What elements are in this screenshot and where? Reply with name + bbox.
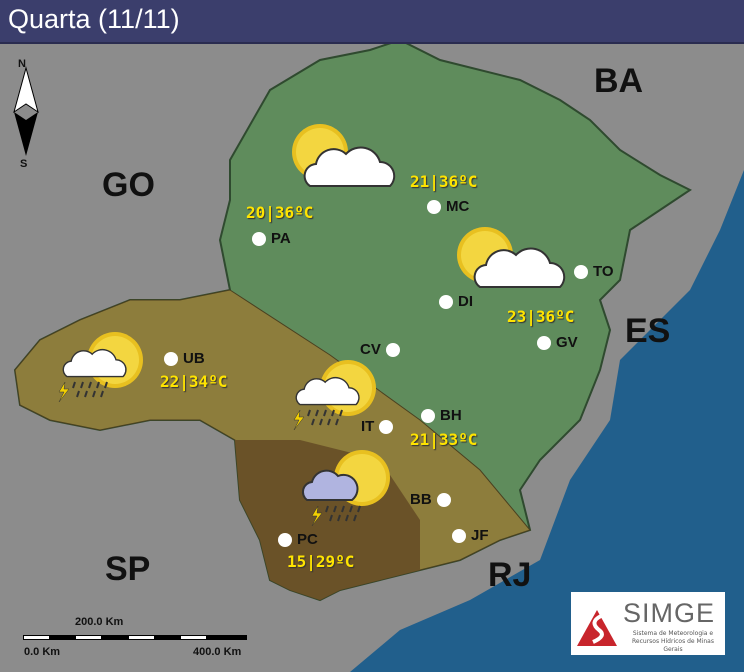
scale-bar — [23, 635, 247, 640]
city-it: IT — [361, 418, 394, 435]
city-marker — [421, 408, 435, 423]
city-jf: JF — [452, 527, 489, 544]
city-label: TO — [593, 263, 614, 280]
city-marker — [164, 351, 178, 366]
temp-sul: 15|29ºC — [287, 552, 355, 571]
city-label: PA — [271, 230, 291, 247]
temp-noroeste: 20|36ºC — [246, 203, 314, 222]
state-label-ba: BA — [594, 62, 644, 100]
simge-logo-icon — [577, 610, 617, 646]
city-mc: MC — [427, 198, 469, 215]
city-label: PC — [297, 531, 318, 548]
city-marker — [537, 335, 551, 350]
temp-norte: 21|36ºC — [410, 172, 478, 191]
compass-north-label: N — [18, 58, 26, 70]
city-marker — [452, 528, 466, 543]
compass-icon — [13, 66, 39, 156]
city-label: GV — [556, 334, 578, 351]
city-label: BB — [410, 491, 432, 508]
simge-logo: SIMGE Sistema de Meteorologia e Recursos… — [571, 592, 725, 655]
city-marker — [436, 492, 451, 507]
city-cv: CV — [360, 341, 400, 358]
state-label-sp: SP — [105, 550, 151, 588]
city-bh: BH — [421, 407, 462, 424]
page-title: Quarta (11/11) — [8, 4, 180, 34]
city-label: IT — [361, 418, 375, 435]
city-label: BH — [440, 407, 462, 424]
city-label: CV — [360, 341, 381, 358]
city-ub: UB — [164, 350, 205, 367]
state-label-rj: RJ — [488, 556, 532, 594]
state-label-go: GO — [102, 166, 155, 204]
state-label-es: ES — [625, 312, 671, 350]
temp-central: 21|33ºC — [410, 430, 478, 449]
city-di: DI — [439, 293, 473, 310]
city-marker — [574, 264, 588, 279]
sun-cloud-storm-icon — [301, 450, 390, 527]
city-bb: BB — [410, 491, 451, 508]
header-bar: Quarta (11/11) — [0, 0, 744, 44]
logo-name: SIMGE — [623, 598, 716, 628]
scale-mid-label: 200.0 Km — [75, 616, 124, 628]
city-marker — [439, 294, 453, 309]
scale-end-label: 400.0 Km — [193, 646, 242, 658]
ocean — [350, 170, 744, 672]
temp-leste: 23|36ºC — [507, 307, 575, 326]
temp-triangulo: 22|34ºC — [160, 372, 228, 391]
city-marker — [278, 532, 292, 547]
city-to: TO — [574, 263, 614, 280]
city-marker — [427, 199, 441, 214]
compass-south-label: S — [20, 158, 28, 170]
city-gv: GV — [537, 334, 578, 351]
city-marker — [252, 231, 266, 246]
city-label: JF — [471, 527, 489, 544]
city-label: MC — [446, 198, 470, 215]
scale-start-label: 0.0 Km — [24, 646, 61, 658]
logo-subtitle: Sistema de Meteorologia e Recursos Hídri… — [632, 630, 714, 653]
city-marker — [385, 342, 400, 357]
city-pa: PA — [252, 230, 291, 247]
city-label: DI — [458, 293, 473, 310]
city-marker — [379, 419, 394, 434]
city-pc: PC — [278, 531, 318, 548]
city-label: UB — [183, 350, 205, 367]
